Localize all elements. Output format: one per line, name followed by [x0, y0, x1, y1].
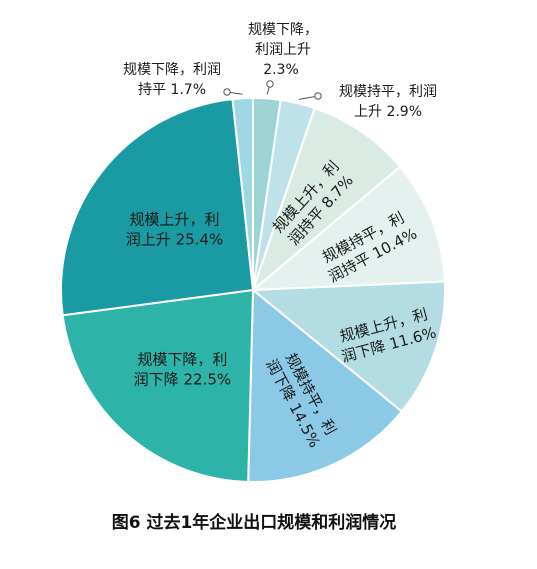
- slice-label: 规模下降， 利润上升 2.3%: [248, 22, 318, 78]
- slice-label-line1: 规模下降，: [248, 22, 318, 38]
- pie-slice: [250, 280, 446, 413]
- slice-value: 2.3%: [263, 62, 299, 78]
- pie-slice: [247, 287, 404, 483]
- leader-dot: [314, 92, 322, 100]
- pie-slice: [61, 288, 255, 483]
- slice-label-line1: 规模上升，利: [129, 210, 219, 228]
- pie-slice: [250, 106, 402, 294]
- slice-label-line1: 规模下降，利润: [123, 62, 221, 78]
- slice-label-line2: 润下降 22.5%: [134, 371, 231, 389]
- slice-label-line1: 规模下降，利: [137, 351, 227, 369]
- slice-label-line2: 润上升 25.4%: [126, 230, 223, 248]
- slice-label-line1: 规模持平，利润: [339, 84, 437, 100]
- slice-label-line2: 利润上升: [255, 42, 311, 58]
- slice-label: 规模持平，利润上升 2.9%: [339, 84, 437, 120]
- slice-value: 25.4%: [176, 230, 224, 248]
- pie-slice: [60, 97, 255, 317]
- slice-label: 规模上升，利润上升 25.4%: [126, 210, 223, 248]
- chart-caption: 图6 过去1年企业出口规模和利润情况: [112, 512, 397, 533]
- pie-slice: [231, 96, 254, 291]
- slice-value: 2.9%: [386, 104, 422, 120]
- slice-label-line2: 持平 1.7%: [138, 82, 206, 98]
- leader-dot: [223, 88, 231, 96]
- slice-value: 1.7%: [170, 82, 206, 98]
- slice-label-line2: 上升 2.9%: [354, 104, 422, 120]
- slice-value: 22.5%: [183, 371, 231, 389]
- pie-slice: [250, 165, 446, 292]
- leader-dot: [266, 80, 274, 88]
- pie-slices: [60, 96, 446, 483]
